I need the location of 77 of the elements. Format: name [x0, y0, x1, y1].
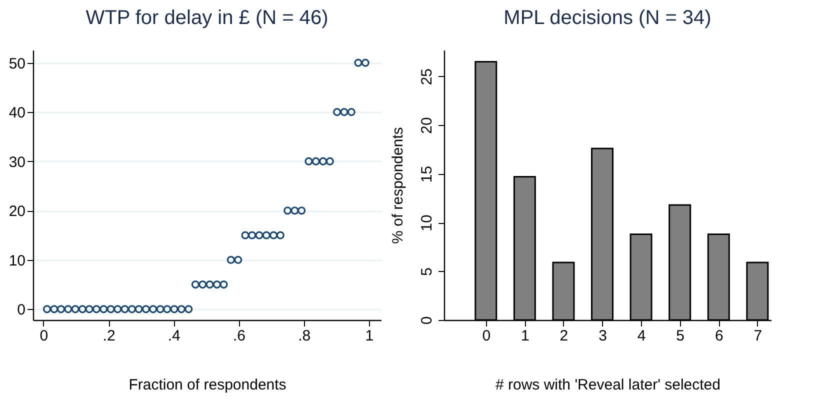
x-tick-label: .6 [232, 328, 246, 344]
x-tick-label: 7 [754, 328, 762, 344]
point [276, 231, 284, 240]
point [290, 206, 299, 215]
y-tick-label: 40 [8, 104, 26, 122]
x-tick-label: 0 [482, 328, 491, 344]
x-tick-label: 1 [365, 328, 374, 344]
point [64, 305, 72, 314]
y-tick-label: 20 [8, 203, 26, 220]
point [191, 280, 200, 289]
point [304, 157, 313, 166]
point [163, 305, 172, 314]
point [255, 231, 264, 240]
y-tick-label: 10 [418, 214, 436, 232]
point [177, 305, 186, 314]
x-axis-title: # rows with 'Reveal later' selected [496, 376, 720, 394]
x-tick-label: .2 [102, 328, 116, 344]
point [347, 108, 356, 116]
point [92, 305, 101, 314]
x-tick-label: 3 [598, 328, 607, 344]
x-tick-label: .8 [298, 328, 311, 344]
point [50, 305, 58, 314]
point [234, 256, 242, 264]
point [106, 305, 115, 314]
x-tick-label: 6 [714, 328, 724, 344]
point [206, 280, 214, 289]
y-tick-label: 0 [418, 316, 436, 325]
x-tick-label: 0 [40, 328, 48, 344]
point [340, 108, 348, 116]
point [220, 280, 228, 289]
point [361, 58, 370, 67]
point [120, 305, 129, 314]
point [71, 305, 80, 314]
y-axis-title: % of respondents [390, 127, 406, 244]
x-axis-title: Fraction of respondents [128, 376, 286, 394]
point [156, 305, 164, 314]
point [85, 305, 94, 314]
chart-title: WTP for delay in £ (N = 46) [86, 7, 328, 29]
x-tick-label: .4 [168, 328, 180, 344]
point [226, 256, 235, 264]
point [298, 206, 306, 215]
y-tick-label: 20 [418, 117, 436, 134]
point [312, 157, 320, 166]
point [149, 305, 158, 314]
point [241, 231, 250, 240]
y-tick-label: 0 [17, 302, 26, 319]
point [184, 305, 193, 314]
y-tick-label: 25 [418, 68, 436, 86]
x-tick-label: 4 [637, 328, 646, 344]
point [262, 231, 270, 240]
point [319, 157, 328, 166]
point [114, 305, 122, 314]
point [212, 280, 221, 289]
point [100, 305, 108, 314]
y-tick-label: 50 [8, 55, 26, 72]
x-tick-label: 2 [560, 328, 568, 344]
point [198, 280, 207, 289]
point [284, 206, 292, 215]
point [270, 231, 278, 240]
y-tick-label: 15 [418, 166, 436, 183]
point [56, 305, 66, 314]
point [128, 305, 136, 314]
x-tick-label: 5 [676, 328, 685, 344]
y-tick-label: 5 [418, 268, 436, 276]
point [333, 108, 342, 116]
point [78, 305, 87, 314]
point [134, 305, 143, 314]
point [170, 305, 178, 314]
point [42, 305, 52, 314]
y-tick-label: 30 [8, 154, 26, 171]
point [142, 305, 150, 314]
point [354, 58, 362, 67]
x-tick-label: 1 [521, 328, 530, 344]
chart-title: MPL decisions (N = 34) [504, 7, 712, 29]
y-tick-label: 10 [8, 252, 26, 270]
point [248, 231, 256, 240]
point [326, 157, 334, 166]
